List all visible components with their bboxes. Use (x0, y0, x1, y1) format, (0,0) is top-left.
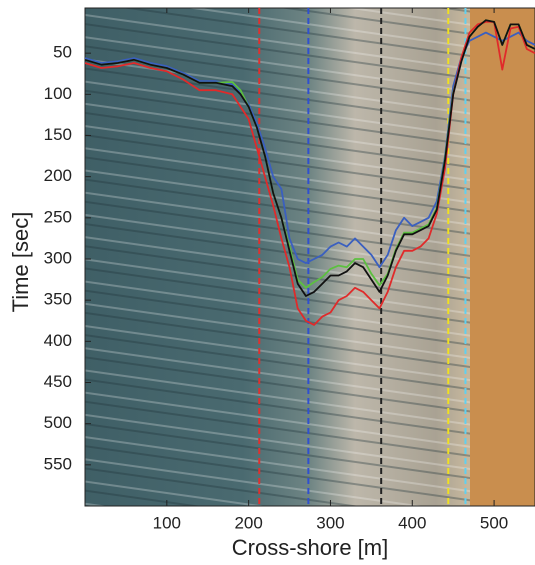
y-tick-label: 350 (44, 290, 72, 309)
y-tick-label: 300 (44, 248, 72, 267)
y-tick-label: 500 (44, 413, 72, 432)
background-image (84, 7, 535, 507)
x-tick-label: 200 (234, 513, 262, 532)
y-tick-label: 100 (44, 84, 72, 103)
x-tick-label: 400 (398, 513, 426, 532)
x-tick-label: 100 (153, 513, 181, 532)
x-tick-label: 500 (480, 513, 508, 532)
y-tick-label: 200 (44, 166, 72, 185)
y-tick-label: 400 (44, 331, 72, 350)
y-axis-label: Time [sec] (8, 212, 33, 313)
y-tick-label: 50 (53, 43, 72, 62)
series-line (85, 19, 535, 297)
x-tick-label: 300 (316, 513, 344, 532)
x-axis-label: Cross-shore [m] (232, 535, 388, 560)
y-tick-label: 150 (44, 125, 72, 144)
plot-area (85, 8, 535, 506)
y-tick-label: 250 (44, 207, 72, 226)
series-line (85, 31, 535, 269)
y-tick-label: 550 (44, 454, 72, 473)
y-tick-label: 450 (44, 372, 72, 391)
series-line (85, 21, 535, 326)
